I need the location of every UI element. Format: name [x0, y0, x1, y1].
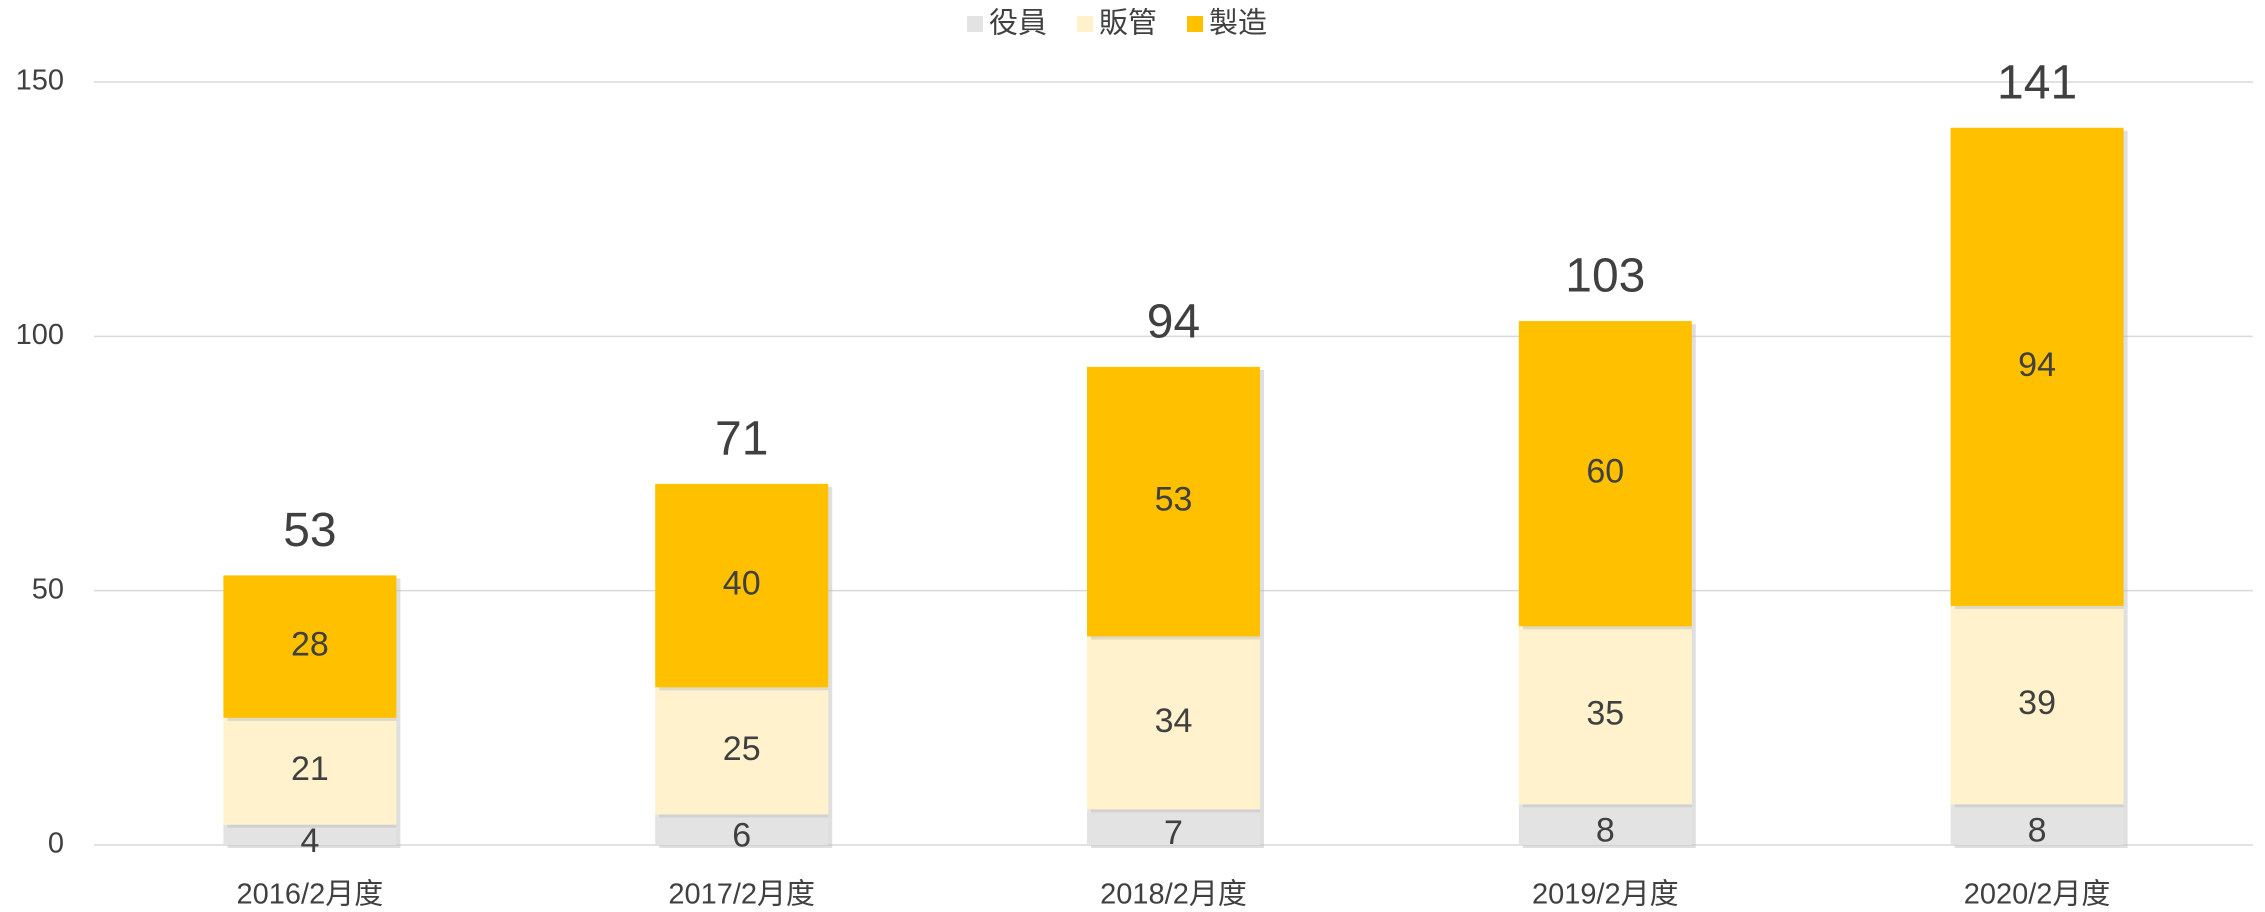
y-tick-label: 150 — [16, 65, 64, 97]
bar-segment — [223, 575, 397, 718]
data-label: 6 — [732, 817, 751, 855]
legend-label: 製造 — [1209, 7, 1267, 40]
bar-segment — [223, 824, 397, 845]
legend-swatch — [1187, 16, 1203, 32]
data-label: 60 — [1586, 453, 1624, 491]
total-label: 94 — [1147, 296, 1200, 349]
bar-segment — [1087, 636, 1260, 810]
data-label: 8 — [1596, 812, 1615, 850]
total-label: 53 — [283, 504, 336, 557]
data-label: 39 — [2018, 684, 2056, 722]
data-label: 25 — [723, 730, 761, 768]
legend-swatch — [1077, 16, 1093, 32]
x-tick-label: 2019/2月度 — [1532, 878, 1679, 911]
y-tick-label: 50 — [32, 573, 64, 605]
bar-segment — [655, 483, 829, 688]
data-label: 35 — [1586, 694, 1624, 732]
total-label: 141 — [1997, 56, 2077, 109]
data-label: 28 — [291, 626, 329, 664]
bar-segment — [1950, 127, 2124, 606]
x-tick-label: 2016/2月度 — [237, 878, 384, 911]
data-label: 34 — [1155, 702, 1193, 740]
bar-segment — [1518, 626, 1692, 805]
data-label: 40 — [723, 565, 761, 603]
x-tick-label: 2018/2月度 — [1100, 878, 1247, 911]
y-tick-label: 0 — [48, 828, 64, 860]
bar-segment — [1518, 321, 1692, 627]
bar-segment — [655, 687, 829, 815]
bar-segment — [1087, 809, 1260, 845]
data-label: 8 — [2028, 812, 2047, 850]
bar-segment — [1950, 605, 2124, 805]
legend-label: 役員 — [989, 7, 1047, 40]
bar-segment — [655, 814, 829, 845]
bar-segment — [223, 717, 397, 825]
data-label: 21 — [291, 750, 329, 788]
data-label: 4 — [300, 822, 319, 860]
data-label: 7 — [1164, 814, 1183, 852]
y-tick-label: 100 — [16, 319, 64, 351]
x-tick-label: 2020/2月度 — [1964, 878, 2111, 911]
bar-segment — [1087, 366, 1260, 637]
data-label: 53 — [1155, 481, 1193, 519]
x-tick-label: 2017/2月度 — [668, 878, 815, 911]
data-label: 94 — [2018, 346, 2056, 384]
total-label: 71 — [715, 413, 768, 466]
bar-segment — [1950, 804, 2124, 845]
total-label: 103 — [1565, 250, 1645, 303]
legend-swatch — [967, 16, 983, 32]
bar-segment — [1518, 804, 1692, 845]
legend-label: 販管 — [1099, 7, 1157, 40]
